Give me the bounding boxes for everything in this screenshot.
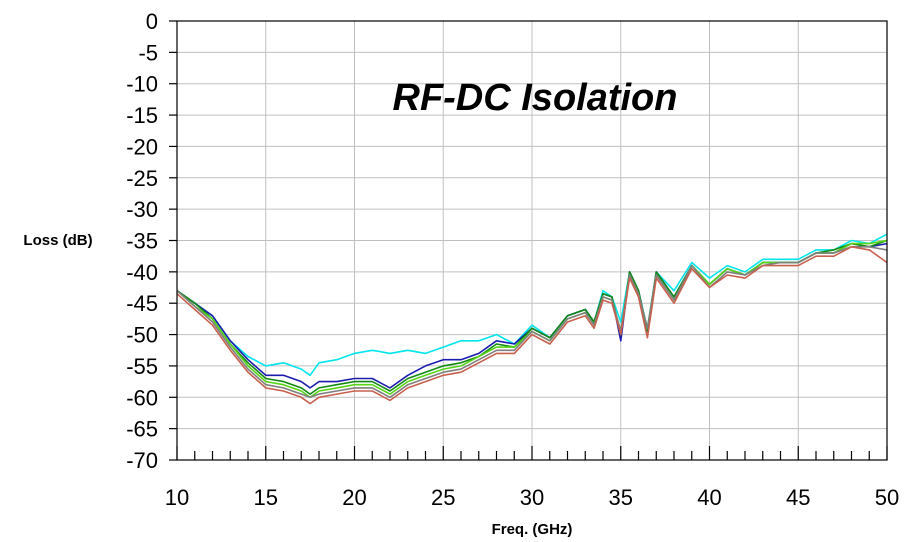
- x-tick-label: 15: [254, 485, 278, 510]
- x-tick-label: 20: [342, 485, 366, 510]
- y-tick-label: -15: [126, 103, 158, 128]
- chart-title: RF-DC Isolation: [393, 77, 678, 119]
- y-tick-label: -50: [126, 323, 158, 348]
- y-tick-label: -45: [126, 291, 158, 316]
- y-tick-label: -25: [126, 166, 158, 191]
- y-axis-title: Loss (dB): [23, 232, 92, 249]
- x-tick-label: 45: [786, 485, 810, 510]
- y-tick-label: -20: [126, 134, 158, 159]
- y-tick-label: -5: [138, 40, 158, 65]
- series-line-6: [176, 246, 888, 405]
- y-tick-label: -55: [126, 354, 158, 379]
- y-tick-label: -35: [126, 229, 158, 254]
- x-tick-label: 30: [520, 485, 544, 510]
- x-tick-labels: 10 15 20 25 30 35 40 45 50: [165, 485, 899, 510]
- axis-ticks: [169, 20, 888, 461]
- y-tick-labels: 0 -5 -10 -15 -20 -25 -30 -35 -40 -45 -50 -55 -60 -65 -…: [126, 9, 158, 473]
- series-lines: [176, 233, 888, 405]
- y-tick-label: -40: [126, 260, 158, 285]
- x-tick-label: 25: [431, 485, 455, 510]
- x-tick-label: 10: [165, 485, 189, 510]
- y-tick-label: -65: [126, 417, 158, 442]
- y-tick-label: -10: [126, 72, 158, 97]
- y-tick-label: -70: [126, 448, 158, 473]
- x-tick-label: 50: [875, 485, 899, 510]
- y-tick-label: 0: [146, 9, 158, 34]
- x-tick-label: 35: [609, 485, 633, 510]
- x-tick-label: 40: [697, 485, 721, 510]
- x-axis-title: Freq. (GHz): [492, 521, 573, 538]
- y-tick-label: -30: [126, 197, 158, 222]
- series-line-5: [176, 246, 888, 399]
- y-tick-label: -60: [126, 385, 158, 410]
